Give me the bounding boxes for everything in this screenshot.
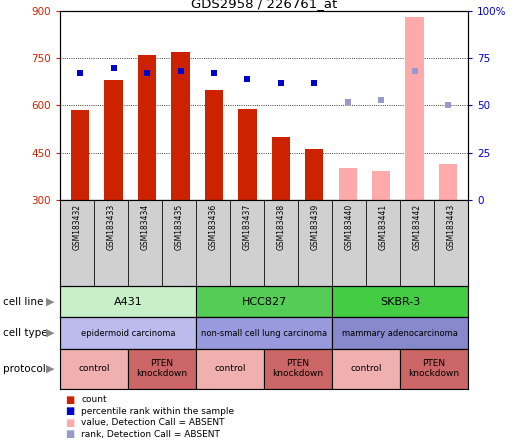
Bar [128, 349, 196, 388]
Bar [332, 200, 366, 286]
Point [109, 64, 118, 71]
Text: ■: ■ [65, 395, 75, 404]
Bar [162, 200, 196, 286]
Text: PTEN
knockdown: PTEN knockdown [408, 359, 460, 378]
Bar [439, 164, 457, 200]
Text: ■: ■ [65, 406, 75, 416]
Bar [405, 17, 424, 200]
Point [243, 75, 252, 83]
Text: PTEN
knockdown: PTEN knockdown [272, 359, 324, 378]
Text: GSM183437: GSM183437 [243, 204, 252, 250]
Text: value, Detection Call = ABSENT: value, Detection Call = ABSENT [81, 418, 224, 427]
Text: ▶: ▶ [47, 297, 55, 307]
Bar [196, 317, 332, 349]
Bar [338, 168, 357, 200]
Bar [230, 200, 264, 286]
Text: GSM183438: GSM183438 [277, 204, 286, 250]
Text: GSM183443: GSM183443 [447, 204, 456, 250]
Text: count: count [81, 395, 107, 404]
Bar [60, 317, 196, 349]
Point [143, 70, 151, 77]
Point [277, 79, 285, 87]
Bar [60, 200, 94, 286]
Text: PTEN
knockdown: PTEN knockdown [137, 359, 188, 378]
Bar [298, 200, 332, 286]
Text: cell type: cell type [3, 328, 47, 338]
Bar [60, 349, 128, 388]
Text: GSM183442: GSM183442 [413, 204, 422, 250]
Point [76, 70, 84, 77]
Bar [94, 200, 128, 286]
Text: non-small cell lung carcinoma: non-small cell lung carcinoma [201, 329, 327, 337]
Text: HCC827: HCC827 [242, 297, 287, 307]
Bar [332, 349, 400, 388]
Bar [264, 200, 298, 286]
Point [444, 102, 452, 109]
Bar [400, 200, 434, 286]
Bar [71, 110, 89, 200]
Bar [205, 90, 223, 200]
Bar [332, 286, 468, 317]
Bar [105, 80, 123, 200]
Text: protocol: protocol [3, 364, 46, 373]
Text: control: control [350, 364, 382, 373]
Bar [196, 349, 264, 388]
Bar [172, 52, 190, 200]
Bar [138, 55, 156, 200]
Text: A431: A431 [114, 297, 142, 307]
Text: GSM183434: GSM183434 [141, 204, 150, 250]
Text: mammary adenocarcinoma: mammary adenocarcinoma [342, 329, 458, 337]
Text: GSM183441: GSM183441 [379, 204, 388, 250]
Title: GDS2958 / 226761_at: GDS2958 / 226761_at [191, 0, 337, 10]
Text: ▶: ▶ [47, 328, 55, 338]
Text: percentile rank within the sample: percentile rank within the sample [81, 407, 234, 416]
Text: control: control [214, 364, 246, 373]
Text: ■: ■ [65, 429, 75, 439]
Bar [238, 109, 257, 200]
Bar [271, 137, 290, 200]
Text: GSM183433: GSM183433 [107, 204, 116, 250]
Point [377, 96, 385, 103]
Text: GSM183440: GSM183440 [345, 204, 354, 250]
Bar [434, 200, 468, 286]
Text: ■: ■ [65, 418, 75, 428]
Text: ▶: ▶ [47, 364, 55, 373]
Point [310, 79, 319, 87]
Bar [332, 317, 468, 349]
Bar [305, 150, 323, 200]
Text: rank, Detection Call = ABSENT: rank, Detection Call = ABSENT [81, 430, 220, 439]
Text: GSM183435: GSM183435 [175, 204, 184, 250]
Text: cell line: cell line [3, 297, 43, 307]
Bar [60, 286, 196, 317]
Point [344, 98, 352, 105]
Bar [264, 349, 332, 388]
Text: GSM183432: GSM183432 [73, 204, 82, 250]
Bar [372, 171, 390, 200]
Point [176, 68, 185, 75]
Text: SKBR-3: SKBR-3 [380, 297, 420, 307]
Bar [400, 349, 468, 388]
Bar [196, 286, 332, 317]
Text: GSM183436: GSM183436 [209, 204, 218, 250]
Text: epidermoid carcinoma: epidermoid carcinoma [81, 329, 175, 337]
Bar [196, 200, 230, 286]
Text: GSM183439: GSM183439 [311, 204, 320, 250]
Point [210, 70, 218, 77]
Bar [366, 200, 400, 286]
Point [411, 68, 419, 75]
Text: control: control [78, 364, 110, 373]
Bar [128, 200, 162, 286]
